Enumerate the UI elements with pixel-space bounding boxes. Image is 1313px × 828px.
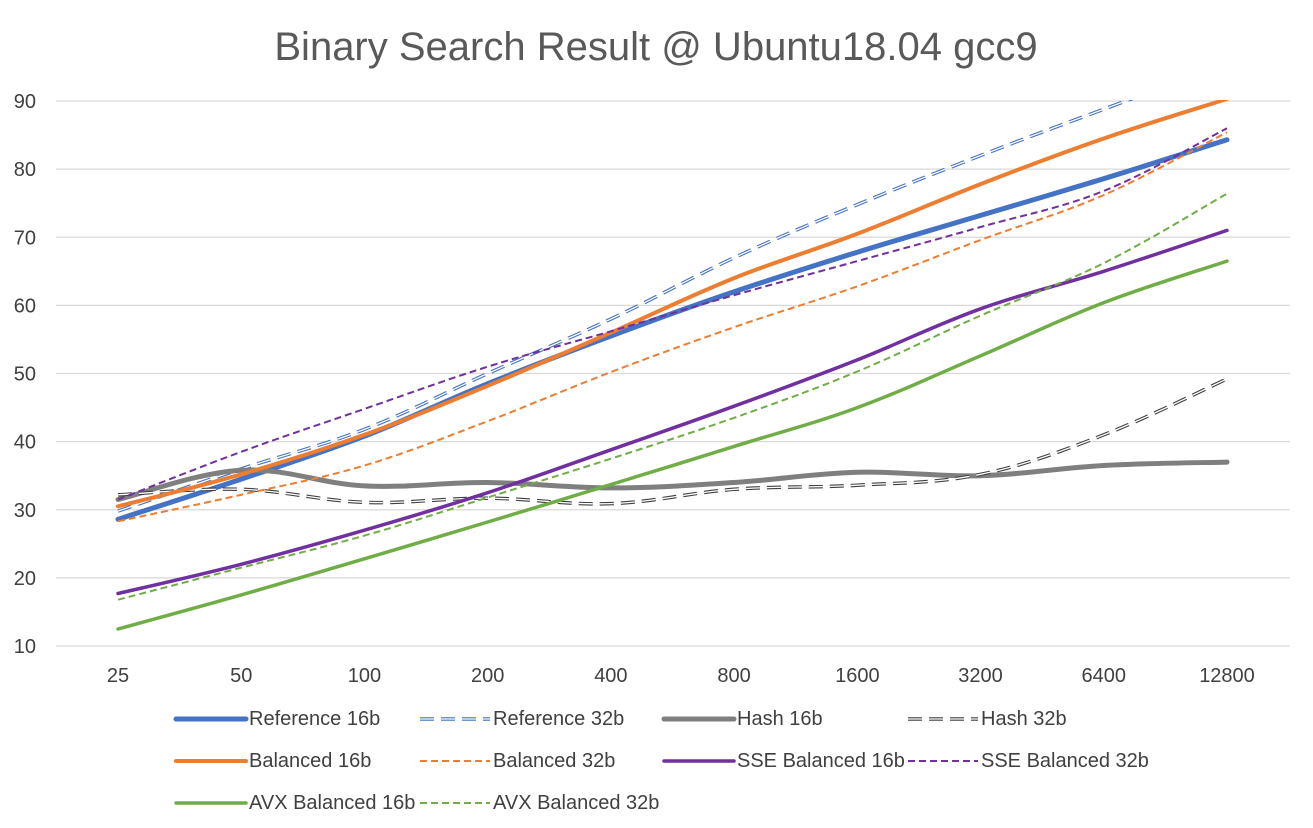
series-line [117,378,1228,505]
legend-label: AVX Balanced 16b [249,792,415,814]
series-sse-balanced-32b [117,127,1228,501]
x-tick-label: 12800 [1199,665,1255,687]
legend-label: Reference 16b [249,708,380,730]
x-tick-label: 50 [230,665,252,687]
legend-label: SSE Balanced 16b [737,750,905,772]
series-line [117,127,1228,501]
chart-title: Binary Search Result @ Ubuntu18.04 gcc9 [274,25,1037,69]
legend-item: Reference 32b [420,708,624,730]
x-tick-label: 3200 [958,665,1003,687]
legend-label: Hash 32b [981,708,1067,730]
y-tick-label: 20 [14,568,36,590]
legend-item: Balanced 16b [174,750,371,772]
series-line [117,131,1228,523]
legend-label: Reference 32b [493,708,624,730]
legend-item: SSE Balanced 16b [662,750,905,772]
legend-label: SSE Balanced 32b [981,750,1149,772]
legend-item: Balanced 32b [420,750,615,772]
series-line [117,100,1134,513]
x-tick-label: 100 [348,665,381,687]
legend-label: Balanced 32b [493,750,615,772]
legend-item: Hash 32b [908,708,1067,730]
legend-label: Balanced 16b [249,750,371,772]
legend-label: Hash 16b [737,708,823,730]
series-line [115,459,1230,502]
legend-label: AVX Balanced 32b [493,792,659,814]
legend-item: SSE Balanced 32b [908,750,1149,772]
y-tick-label: 70 [14,227,36,249]
series-line [116,100,1229,509]
series-lines [115,100,1230,631]
legend: Reference 16b Reference 32b Hash 16b Hash 3… [173,708,1149,814]
legend-item: AVX Balanced 16b [174,792,415,814]
x-tick-label: 25 [107,665,129,687]
series-hash-32b [117,377,1228,506]
y-tick-label: 90 [14,91,36,113]
series-line [117,192,1228,601]
series-line [116,259,1229,631]
series-line [117,100,1131,512]
series-avx-balanced-32b [117,192,1228,601]
series-balanced-16b [116,100,1229,509]
x-tick-label: 6400 [1082,665,1127,687]
y-tick-label: 80 [14,159,36,181]
legend-item: AVX Balanced 32b [420,792,659,814]
legend-item: Hash 16b [661,708,823,730]
series-hash-16b [115,459,1230,502]
series-reference-32b [117,100,1134,513]
y-tick-label: 30 [14,500,36,522]
x-tick-label: 400 [594,665,627,687]
y-tick-label: 40 [14,432,36,454]
series-sse-balanced-16b [116,228,1229,596]
x-axis-ticks: 25 50 100 200 400 800 1600 3200 6400 12800 [107,665,1255,687]
series-balanced-32b [117,131,1228,523]
x-tick-label: 800 [717,665,750,687]
y-axis-ticks: 10 20 30 40 50 60 70 80 90 [14,91,36,658]
x-tick-label: 200 [471,665,504,687]
series-line [116,228,1229,596]
y-tick-label: 50 [14,364,36,386]
x-tick-label: 1600 [835,665,880,687]
y-tick-label: 10 [14,636,36,658]
y-tick-label: 60 [14,295,36,317]
series-avx-balanced-16b [116,259,1229,631]
legend-item: Reference 16b [173,708,380,730]
